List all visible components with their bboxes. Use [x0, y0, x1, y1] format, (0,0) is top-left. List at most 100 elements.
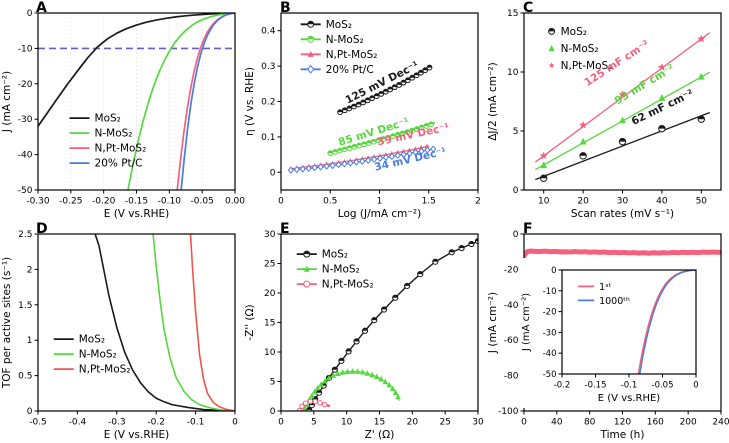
x-tick-label: 0	[278, 197, 284, 207]
x-tick-label: 0	[278, 418, 284, 428]
panel-letter-d: D	[36, 221, 48, 237]
x-axis-label: Log (J/mA cm⁻²)	[338, 208, 421, 220]
y-tick-label: 5	[513, 127, 519, 137]
y-tick-label: -30	[543, 328, 557, 338]
x-tick-label: -0.30	[26, 197, 50, 207]
x-tick-label: 30	[617, 197, 629, 207]
x-tick-label: 0.00	[225, 197, 245, 207]
x-tick-label: 0	[521, 418, 527, 428]
x-tick-label: -0.1	[621, 381, 638, 391]
y-tick-label: 10	[507, 68, 519, 78]
x-axis-label: E (V vs.RHE)	[598, 393, 661, 404]
x-tick-label: 0	[693, 381, 698, 391]
x-tick-label: 0	[232, 418, 238, 428]
legend-item-20-pt-c: 20% Pt/C	[300, 64, 374, 76]
legend-label: N-MoS₂	[322, 264, 360, 276]
legend: MoS₂ N-MoS₂ N,Pt-MoS₂	[296, 249, 374, 291]
x-tick-label: 40	[551, 418, 563, 428]
y-tick-label: 0.2	[261, 98, 275, 108]
legend-item-mos-: MoS₂	[548, 26, 587, 38]
legend: MoS₂ N-MoS₂ N,Pt-MoS₂ 20% Pt/C	[69, 113, 147, 170]
x-tick-label: 50	[696, 197, 708, 207]
y-axis-label: J (mA cm⁻²)	[1, 71, 13, 133]
x-tick-label: -0.25	[59, 197, 82, 207]
x-tick-label: 25	[439, 418, 450, 428]
panel-f-inset: -0.2 -0.15 -0.1 -0.05 0 0 -10 -20 -30 -40 -50 E (V …	[518, 258, 706, 408]
y-tick-label: 2	[27, 265, 33, 275]
legend-label: N-MoS₂	[95, 128, 133, 140]
x-tick-label: 20	[577, 197, 589, 207]
y-tick-label: 5	[270, 378, 276, 388]
x-tick-label: -0.05	[191, 197, 214, 207]
panel-letter-e: E	[280, 221, 290, 237]
x-tick-label: 1.5	[422, 197, 436, 207]
x-tick-label: -0.3	[108, 418, 126, 428]
x-tick-label: 20	[407, 418, 419, 428]
legend: MoS₂ N-MoS₂ N,Pt-MoS₂	[53, 334, 131, 376]
series-npt-mos2-fit	[535, 32, 710, 163]
panel-b: 0 0.5 1 1.5 2 0 0.1 0.2 0.3 0.4 Log (J/mA cm⁻²) η (…	[244, 12, 481, 220]
y-tick-label: -20	[504, 265, 519, 275]
series-pt-c	[180, 13, 235, 190]
y-tick-label: 0	[513, 230, 519, 240]
x-tick-label: -0.10	[158, 197, 182, 207]
legend-item-n-mos-: N-MoS₂	[548, 43, 599, 55]
legend-item-n-pt-mos-: N,Pt-MoS₂	[296, 279, 374, 291]
legend-label: 1000ᵗʰ	[599, 296, 630, 307]
legend-label: N,Pt-MoS₂	[79, 364, 131, 376]
y-axis-label: TOF per active sites (s⁻¹)	[1, 257, 13, 389]
y-tick-label: 0.1	[261, 133, 275, 143]
y-tick-label: -40	[543, 349, 557, 359]
y-tick-label: -100	[498, 407, 519, 417]
legend-label: N,Pt-MoS₂	[322, 279, 374, 291]
y-tick-label: -10	[543, 287, 557, 297]
panel-d: -0.5 -0.4 -0.3 -0.2 -0.1 0 0 0.5 1 1.5 2 2.5 E (V vs…	[1, 230, 238, 441]
legend-item-n-mos-: N-MoS₂	[296, 264, 360, 276]
x-tick-label: 2	[475, 197, 481, 207]
legend-item-n-pt-mos-: N,Pt-MoS₂	[53, 364, 131, 376]
y-axis-label: J (mA cm⁻²)	[521, 293, 532, 352]
x-tick-label: 0.5	[323, 197, 337, 207]
x-tick-label: 160	[647, 418, 664, 428]
series-n-mos2-markers	[302, 368, 401, 411]
y-tick-label: 0.5	[18, 372, 32, 382]
legend-item-mos-: MoS₂	[69, 113, 121, 125]
legend-label: MoS₂	[322, 249, 348, 261]
y-tick-label: 1	[27, 336, 33, 346]
y-axis-label: η (V vs. RHE)	[244, 67, 256, 136]
legend-item-n-pt-mos-: N,Pt-MoS₂	[300, 49, 378, 61]
y-tick-label: 0	[270, 168, 276, 178]
legend-label: 20% Pt/C	[326, 64, 374, 76]
panel-letter-f: F	[523, 221, 533, 237]
legend-item-1000-: 1000ᵗʰ	[578, 296, 630, 307]
panel-e: 0 5 10 15 20 25 30 0 5 10 15 20 25 30 Z' (Ω) -Z'' (Ω) Mo…	[244, 230, 484, 441]
legend-label: MoS₂	[95, 113, 121, 125]
legend-label: MoS₂	[561, 26, 587, 38]
legend-label: N,Pt-MoS₂	[326, 49, 378, 61]
x-axis-label: Z' (Ω)	[365, 429, 395, 441]
y-tick-label: -20	[543, 308, 557, 318]
legend-item-n-mos-: N-MoS₂	[69, 128, 133, 140]
y-tick-label: 0	[270, 407, 276, 417]
y-tick-label: -40	[18, 151, 33, 161]
x-axis-label: E (V vs.RHE)	[104, 429, 170, 441]
legend-item-mos-: MoS₂	[53, 334, 105, 346]
y-tick-label: -10	[18, 44, 33, 54]
x-tick-label: -0.2	[554, 381, 571, 391]
legend-item-mos-: MoS₂	[296, 249, 348, 261]
legend-label: N,Pt-MoS₂	[95, 143, 147, 155]
x-tick-label: 120	[614, 418, 631, 428]
y-tick-label: 20	[264, 289, 276, 299]
x-axis-label: E (V vs.RHE)	[104, 208, 170, 220]
y-axis-label: ΔJ/2 (mA cm⁻²)	[487, 62, 499, 141]
x-tick-label: 30	[472, 418, 484, 428]
x-tick-label: -0.05	[652, 381, 674, 391]
x-tick-label: 40	[656, 197, 668, 207]
x-axis-label: Scan rates (mV s⁻¹)	[571, 208, 674, 220]
x-tick-label: 240	[712, 418, 729, 428]
y-tick-label: 30	[264, 230, 276, 240]
y-tick-label: 0.3	[261, 62, 275, 72]
x-tick-label: 10	[341, 418, 353, 428]
legend-item-n-pt-mos-: N,Pt-MoS₂	[69, 143, 147, 155]
